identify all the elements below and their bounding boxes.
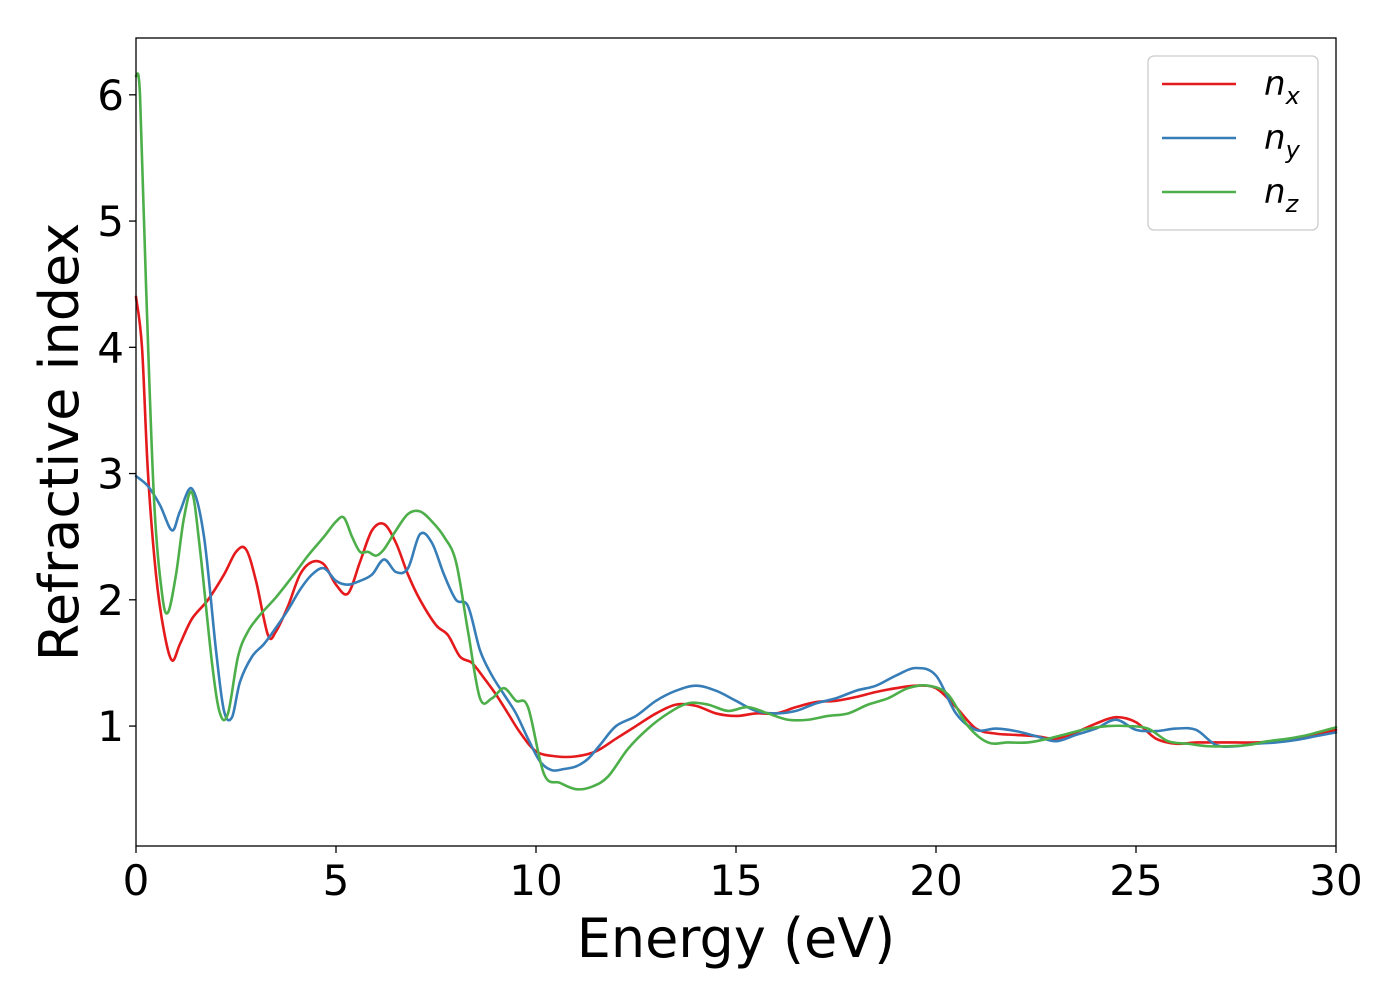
x-tick-label: 10: [509, 856, 562, 905]
y-tick-label: 3: [97, 450, 124, 499]
y-axis-ticks: 1 2 3 4 5 6: [97, 71, 136, 751]
y-tick-label: 6: [97, 71, 124, 120]
x-tick-label: 5: [323, 856, 350, 905]
x-tick-label: 20: [909, 856, 962, 905]
x-axis-title: Energy (eV): [577, 907, 896, 970]
y-tick-label: 1: [97, 702, 124, 751]
legend-box: [1147, 55, 1319, 231]
y-tick-label: 2: [97, 576, 124, 625]
x-tick-label: 25: [1109, 856, 1162, 905]
x-tick-label: 0: [123, 856, 150, 905]
x-tick-label: 30: [1309, 856, 1362, 905]
x-axis-ticks: 0 5 10 15 20 25 30: [123, 846, 1363, 905]
series-line-ny: [134, 474, 1338, 772]
x-tick-label: 15: [709, 856, 762, 905]
series-layer: [134, 72, 1338, 791]
y-axis-title: Refractive index: [28, 223, 91, 662]
y-tick-label: 5: [97, 197, 124, 246]
series-line-nz: [134, 72, 1338, 791]
series-line-nx: [134, 295, 1338, 759]
y-tick-label: 4: [97, 323, 124, 372]
